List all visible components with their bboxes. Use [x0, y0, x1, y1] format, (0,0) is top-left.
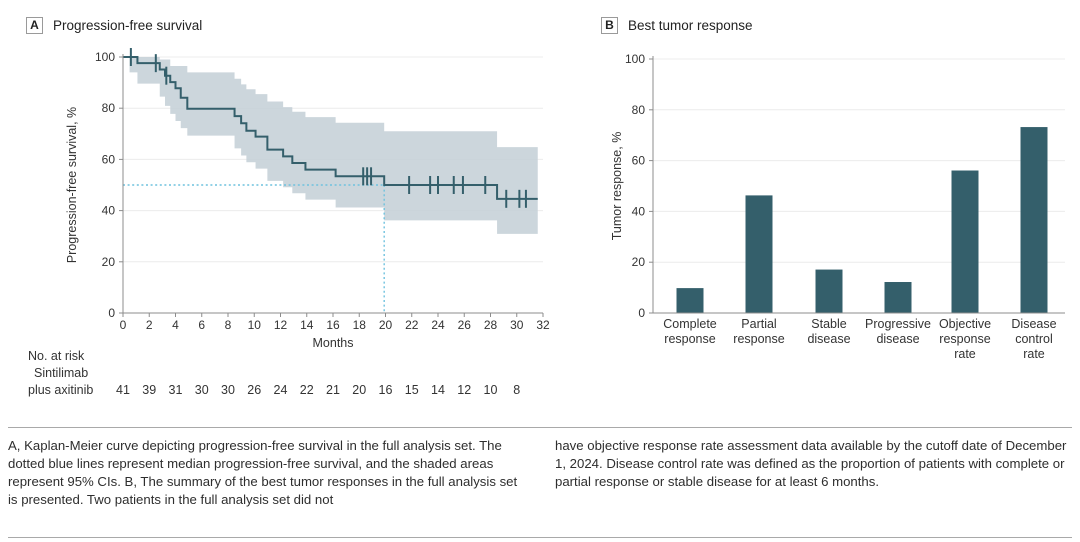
bar-category-label: Disease	[1011, 317, 1056, 331]
bar-category-label: control	[1015, 332, 1053, 346]
y-tick-label: 100	[95, 50, 115, 64]
bar-category-label: disease	[807, 332, 850, 346]
x-tick-label: 16	[326, 318, 340, 332]
x-tick-label: 26	[458, 318, 472, 332]
caption-left-column: A, Kaplan-Meier curve depicting progress…	[8, 438, 518, 507]
y-tick-label: 40	[632, 204, 646, 218]
bar-category-label: rate	[954, 347, 976, 361]
x-tick-label: 2	[146, 318, 153, 332]
y-tick-label: 60	[102, 152, 116, 166]
x-tick-label: 32	[536, 318, 550, 332]
x-tick-label: 12	[274, 318, 288, 332]
risk-value: 22	[300, 383, 314, 397]
panel-a-title: Progression-free survival	[53, 17, 203, 33]
x-tick-label: 28	[484, 318, 498, 332]
risk-table-header: No. at risk	[28, 349, 85, 363]
confidence-interval-band	[123, 57, 538, 234]
y-tick-label: 100	[625, 52, 645, 66]
x-tick-label: 18	[353, 318, 367, 332]
panel-a-header: A Progression-free survival	[26, 16, 572, 34]
x-tick-label: 14	[300, 318, 314, 332]
x-tick-label: 22	[405, 318, 419, 332]
risk-value: 31	[169, 383, 183, 397]
bar	[951, 170, 979, 313]
risk-group-label-line1: Sintilimab	[34, 366, 88, 380]
risk-value: 24	[274, 383, 288, 397]
x-tick-label: 20	[379, 318, 393, 332]
panel-a: A Progression-free survival 0 20 40 60 80 100…	[20, 14, 572, 417]
bar	[676, 288, 704, 313]
bar-category-label: Partial	[741, 317, 776, 331]
bar	[745, 195, 773, 313]
y-tick-label: 40	[102, 204, 116, 218]
x-tick-label: 30	[510, 318, 524, 332]
risk-value: 41	[116, 383, 130, 397]
risk-value: 30	[195, 383, 209, 397]
x-tick-label: 8	[225, 318, 232, 332]
x-tick-label: 10	[248, 318, 262, 332]
bar-category-label: response	[939, 332, 990, 346]
x-tick-label: 4	[172, 318, 179, 332]
panel-b-letter: B	[601, 16, 618, 34]
bar-category-label: rate	[1023, 347, 1045, 361]
bar	[884, 282, 912, 313]
bar-category-label: Objective	[939, 317, 991, 331]
risk-value: 15	[405, 383, 419, 397]
y-tick-label: 0	[638, 306, 645, 320]
x-tick-label: 6	[198, 318, 205, 332]
bar-category-label: Progressive	[865, 317, 931, 331]
risk-value: 12	[457, 383, 471, 397]
y-tick-label: 80	[632, 103, 646, 117]
risk-value: 30	[221, 383, 235, 397]
x-axis-title: Months	[313, 336, 354, 350]
risk-value: 21	[326, 383, 340, 397]
y-tick-label: 20	[102, 255, 116, 269]
risk-value: 16	[379, 383, 393, 397]
bar-category-label: disease	[876, 332, 919, 346]
risk-value: 10	[484, 383, 498, 397]
y-tick-label: 0	[108, 306, 115, 320]
x-tick-label: 24	[431, 318, 445, 332]
bar-category-label: Complete	[663, 317, 717, 331]
risk-value: 8	[513, 383, 520, 397]
risk-group-label-line2: plus axitinib	[28, 383, 93, 397]
x-tick-label: 0	[120, 318, 127, 332]
bar-category-label: Stable	[811, 317, 846, 331]
panel-b-header: B Best tumor response	[601, 16, 1075, 34]
risk-value: 14	[431, 383, 445, 397]
panel-b-title: Best tumor response	[628, 17, 753, 33]
bar	[815, 269, 843, 313]
panel-a-letter: A	[26, 16, 43, 34]
y-tick-label: 60	[632, 154, 646, 168]
bar-category-label: response	[664, 332, 715, 346]
y-axis-title: Tumor response, %	[610, 132, 624, 241]
risk-value: 26	[247, 383, 261, 397]
panel-b: B Best tumor response 0 20 40 60 80 100 Tumor …	[595, 14, 1075, 389]
y-tick-label: 20	[632, 255, 646, 269]
caption-right-column: have objective response rate assessment …	[555, 438, 1067, 489]
y-axis-title: Progression-free survival, %	[65, 107, 79, 263]
y-tick-label: 80	[102, 101, 116, 115]
risk-value: 39	[142, 383, 156, 397]
bar-category-label: response	[733, 332, 784, 346]
bar	[1020, 127, 1048, 314]
risk-value: 20	[352, 383, 366, 397]
figure-caption: A, Kaplan-Meier curve depicting progress…	[8, 427, 1072, 538]
